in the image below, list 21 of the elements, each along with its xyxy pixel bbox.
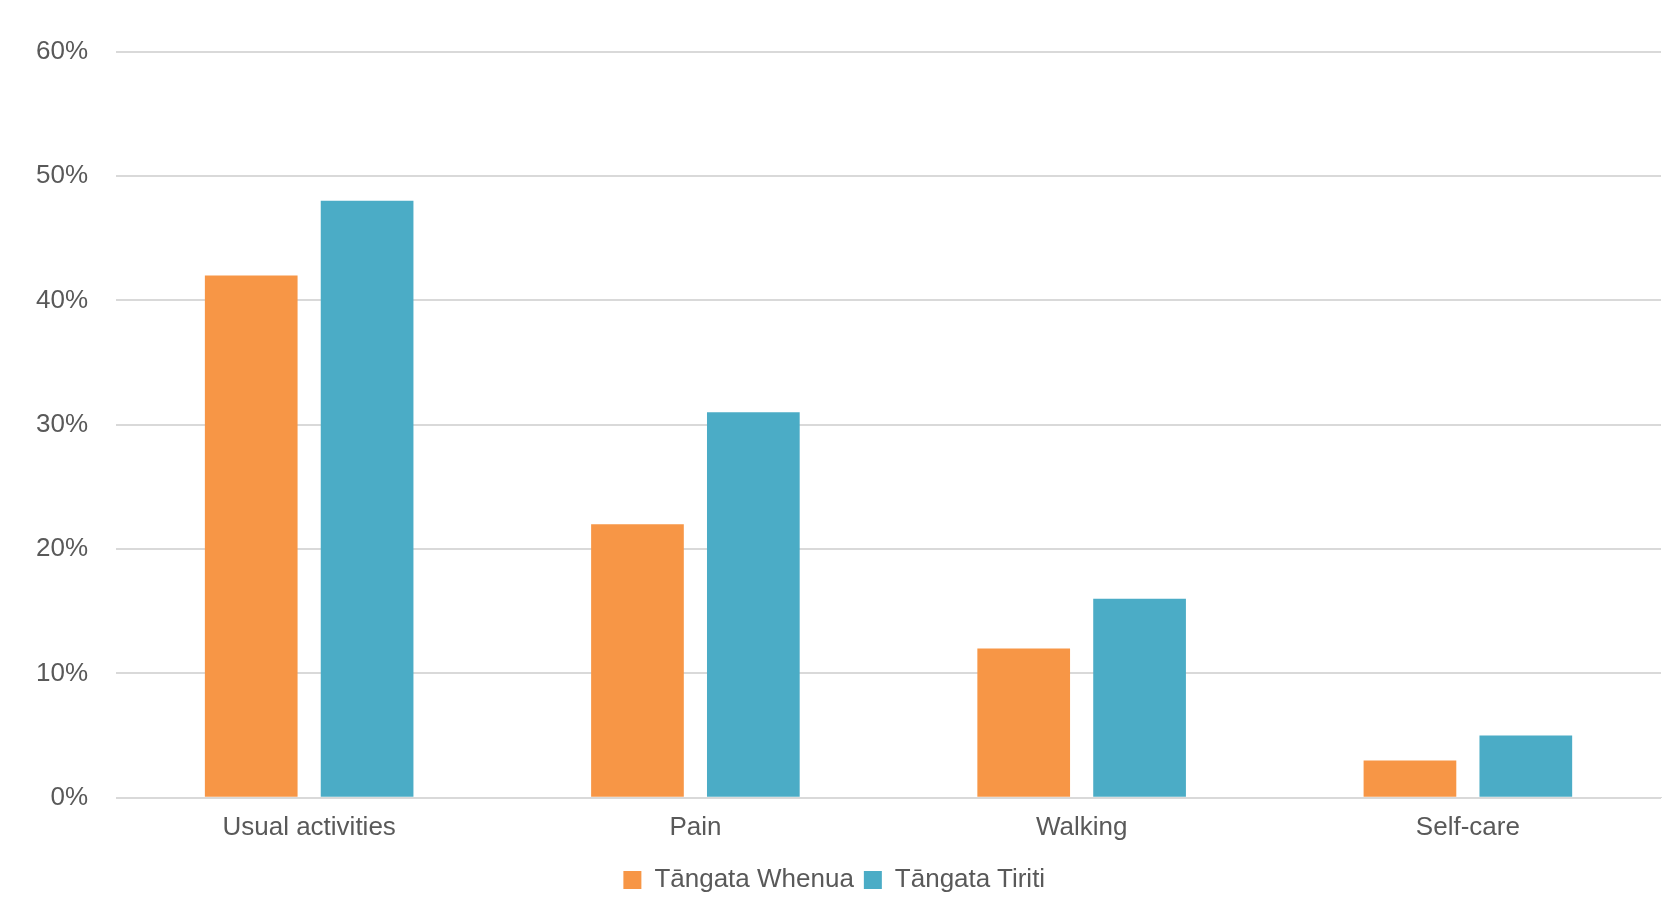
bar bbox=[1363, 760, 1457, 797]
x-tick-label: Walking bbox=[1035, 810, 1128, 841]
y-tick-label: 50% bbox=[35, 159, 89, 190]
y-tick-label: 20% bbox=[35, 532, 89, 563]
y-tick-label: 30% bbox=[35, 407, 89, 438]
bar bbox=[977, 648, 1071, 797]
y-tick-label: 10% bbox=[35, 656, 89, 687]
bar bbox=[204, 275, 298, 797]
bar bbox=[1093, 598, 1186, 797]
bar bbox=[320, 200, 414, 797]
bar bbox=[591, 524, 684, 797]
legend-label: Tāngata Tiriti bbox=[894, 863, 1046, 894]
y-tick-label: 60% bbox=[35, 34, 89, 65]
x-tick-label: Self-care bbox=[1415, 810, 1520, 841]
y-tick-label: 40% bbox=[35, 283, 89, 314]
bar bbox=[1479, 735, 1573, 797]
legend-label: Tāngata Whenua bbox=[654, 863, 855, 894]
y-tick-label: 0% bbox=[50, 780, 89, 811]
bar bbox=[706, 412, 800, 797]
x-tick-label: Usual activities bbox=[222, 810, 396, 841]
x-tick-label: Pain bbox=[669, 810, 722, 841]
